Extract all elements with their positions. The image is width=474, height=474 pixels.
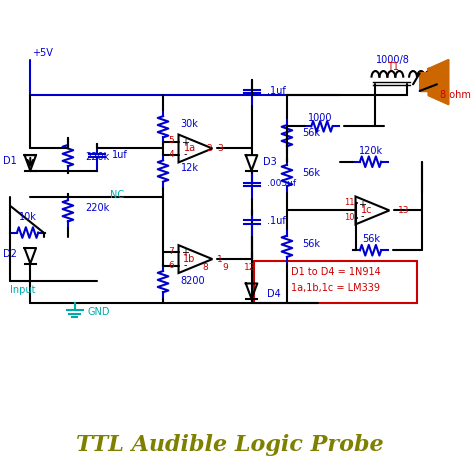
Text: +: + bbox=[181, 248, 189, 258]
Text: D4: D4 bbox=[267, 289, 281, 299]
Text: .005uf: .005uf bbox=[267, 179, 296, 188]
Text: GND: GND bbox=[88, 307, 110, 317]
Text: 5: 5 bbox=[168, 136, 174, 145]
Text: D1 to D4 = 1N914: D1 to D4 = 1N914 bbox=[291, 267, 381, 277]
Text: 3: 3 bbox=[217, 144, 223, 153]
Text: 12k: 12k bbox=[181, 164, 199, 173]
Text: 30k: 30k bbox=[181, 119, 199, 129]
Text: 6: 6 bbox=[168, 261, 174, 270]
Text: 1000: 1000 bbox=[308, 112, 332, 122]
Text: 1000/8: 1000/8 bbox=[376, 55, 410, 65]
Text: -: - bbox=[183, 260, 187, 270]
Text: D2: D2 bbox=[3, 249, 17, 259]
Text: NC: NC bbox=[110, 190, 124, 200]
Text: 56k: 56k bbox=[302, 128, 320, 138]
Text: +: + bbox=[181, 138, 189, 148]
Text: 10k: 10k bbox=[19, 212, 37, 222]
Text: 56k: 56k bbox=[302, 168, 320, 178]
Text: T1: T1 bbox=[387, 62, 399, 72]
Text: 56k: 56k bbox=[302, 238, 320, 248]
Text: +: + bbox=[358, 200, 366, 210]
Text: 56k: 56k bbox=[362, 234, 380, 244]
Text: D3: D3 bbox=[263, 157, 276, 167]
Text: -: - bbox=[183, 149, 187, 159]
Text: -: - bbox=[360, 211, 364, 221]
Text: 1b: 1b bbox=[183, 254, 196, 264]
Text: 10: 10 bbox=[345, 212, 355, 221]
Text: 2: 2 bbox=[207, 144, 212, 153]
Text: 1a: 1a bbox=[183, 144, 196, 154]
Text: Input: Input bbox=[10, 285, 36, 295]
Text: 1c: 1c bbox=[361, 205, 373, 215]
Text: 11: 11 bbox=[345, 199, 355, 208]
Text: 1uf: 1uf bbox=[112, 150, 128, 160]
Text: D1: D1 bbox=[3, 156, 17, 166]
Text: 13: 13 bbox=[399, 206, 410, 215]
Text: .1uf: .1uf bbox=[267, 217, 286, 227]
Text: +5V: +5V bbox=[33, 48, 54, 58]
FancyBboxPatch shape bbox=[254, 261, 418, 303]
Text: 8 ohm: 8 ohm bbox=[439, 91, 471, 100]
Text: 8200: 8200 bbox=[181, 276, 205, 286]
Text: 7: 7 bbox=[168, 247, 174, 256]
Text: 220k: 220k bbox=[86, 152, 110, 162]
Text: TTL Audible Logic Probe: TTL Audible Logic Probe bbox=[75, 434, 383, 456]
Text: 220k: 220k bbox=[86, 203, 110, 213]
Text: 8: 8 bbox=[202, 264, 208, 273]
Text: 1a,1b,1c = LM339: 1a,1b,1c = LM339 bbox=[291, 283, 380, 293]
Text: 4: 4 bbox=[168, 150, 174, 159]
Text: .1uf: .1uf bbox=[267, 86, 286, 96]
Polygon shape bbox=[428, 60, 448, 104]
Polygon shape bbox=[419, 73, 428, 91]
Text: 120k: 120k bbox=[359, 146, 383, 155]
Text: 9: 9 bbox=[222, 264, 228, 273]
Text: 1: 1 bbox=[217, 255, 223, 264]
Text: 12: 12 bbox=[244, 264, 255, 273]
